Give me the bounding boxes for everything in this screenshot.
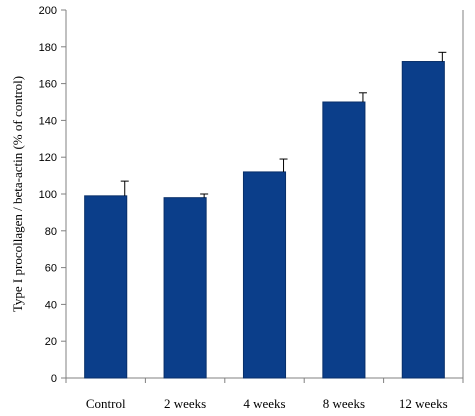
y-tick-label: 140 — [39, 115, 57, 127]
category-label: 12 weeks — [399, 396, 448, 411]
y-tick-label: 40 — [45, 299, 57, 311]
category-label: 8 weeks — [323, 396, 365, 411]
category-label: Control — [86, 396, 126, 411]
bar-group — [84, 61, 445, 379]
y-tick-label: 180 — [39, 42, 57, 54]
y-tick-label: 100 — [39, 189, 57, 201]
bar — [322, 101, 366, 379]
y-axis-title: Type I procollagen / beta-actin (% of co… — [10, 76, 25, 312]
error-bar-group — [120, 51, 447, 198]
y-tick-label: 0 — [51, 373, 57, 385]
category-label-group: Control 2 weeks 4 weeks 8 weeks 12 weeks — [86, 396, 448, 411]
y-tick-group: 0 20 40 60 80 100 120 140 160 180 200 — [39, 5, 66, 385]
y-tick-label: 80 — [45, 226, 57, 238]
y-tick-label: 200 — [39, 5, 57, 17]
bar — [163, 197, 207, 379]
bar — [84, 195, 128, 379]
y-tick-label: 60 — [45, 263, 57, 275]
category-label: 2 weeks — [164, 396, 206, 411]
y-tick-label: 120 — [39, 152, 57, 164]
bar — [242, 171, 287, 379]
y-tick-label: 20 — [45, 336, 57, 348]
category-label: 4 weeks — [243, 396, 285, 411]
bar — [401, 61, 445, 379]
y-tick-label: 160 — [39, 79, 57, 91]
x-tick-group — [65, 378, 464, 383]
